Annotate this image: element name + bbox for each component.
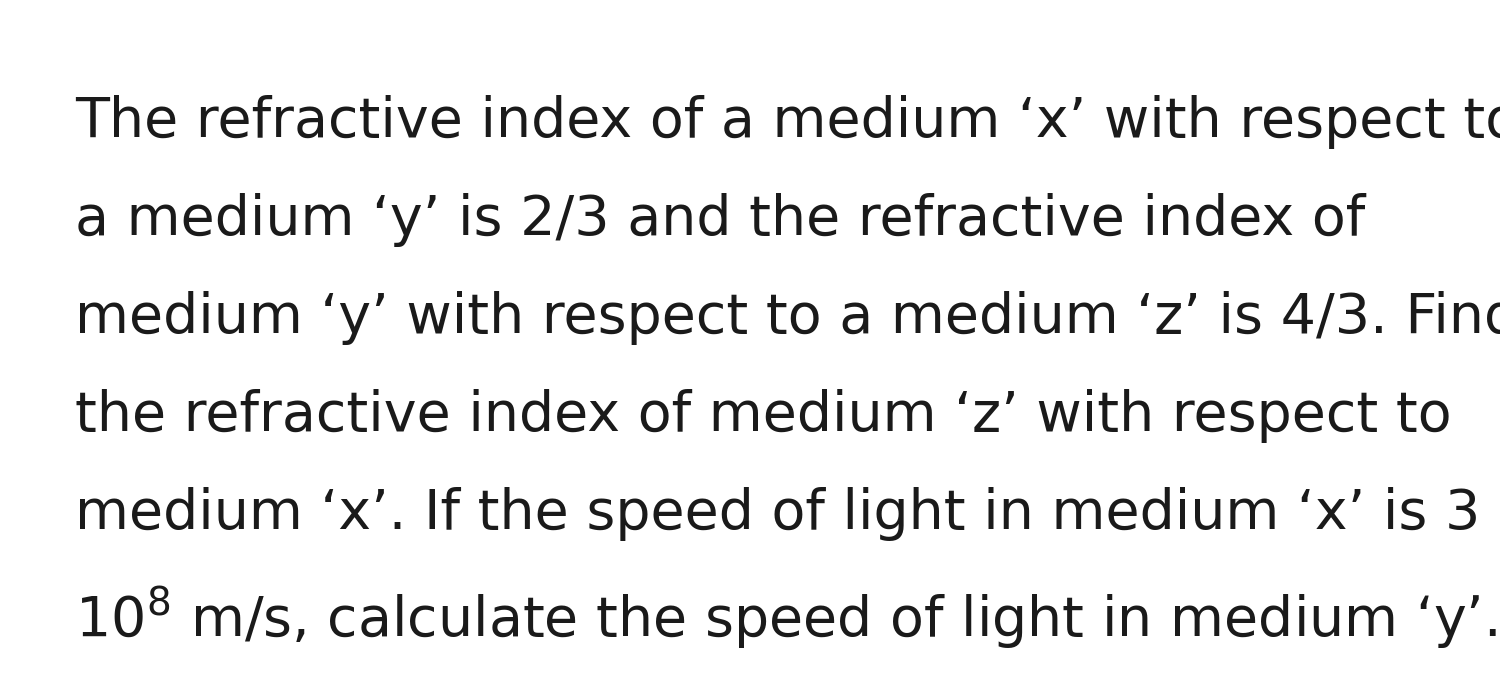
Text: medium ‘y’ with respect to a medium ‘z’ is 4/3. Find: medium ‘y’ with respect to a medium ‘z’ … xyxy=(75,291,1500,345)
Text: the refractive index of medium ‘z’ with respect to: the refractive index of medium ‘z’ with … xyxy=(75,389,1452,443)
Text: a medium ‘y’ is 2/3 and the refractive index of: a medium ‘y’ is 2/3 and the refractive i… xyxy=(75,193,1365,247)
Text: 10$^{\mathregular{8}}$ m/s, calculate the speed of light in medium ‘y’.: 10$^{\mathregular{8}}$ m/s, calculate th… xyxy=(75,585,1497,652)
Text: The refractive index of a medium ‘x’ with respect to: The refractive index of a medium ‘x’ wit… xyxy=(75,95,1500,149)
Text: medium ‘x’. If the speed of light in medium ‘x’ is 3 ×: medium ‘x’. If the speed of light in med… xyxy=(75,487,1500,541)
